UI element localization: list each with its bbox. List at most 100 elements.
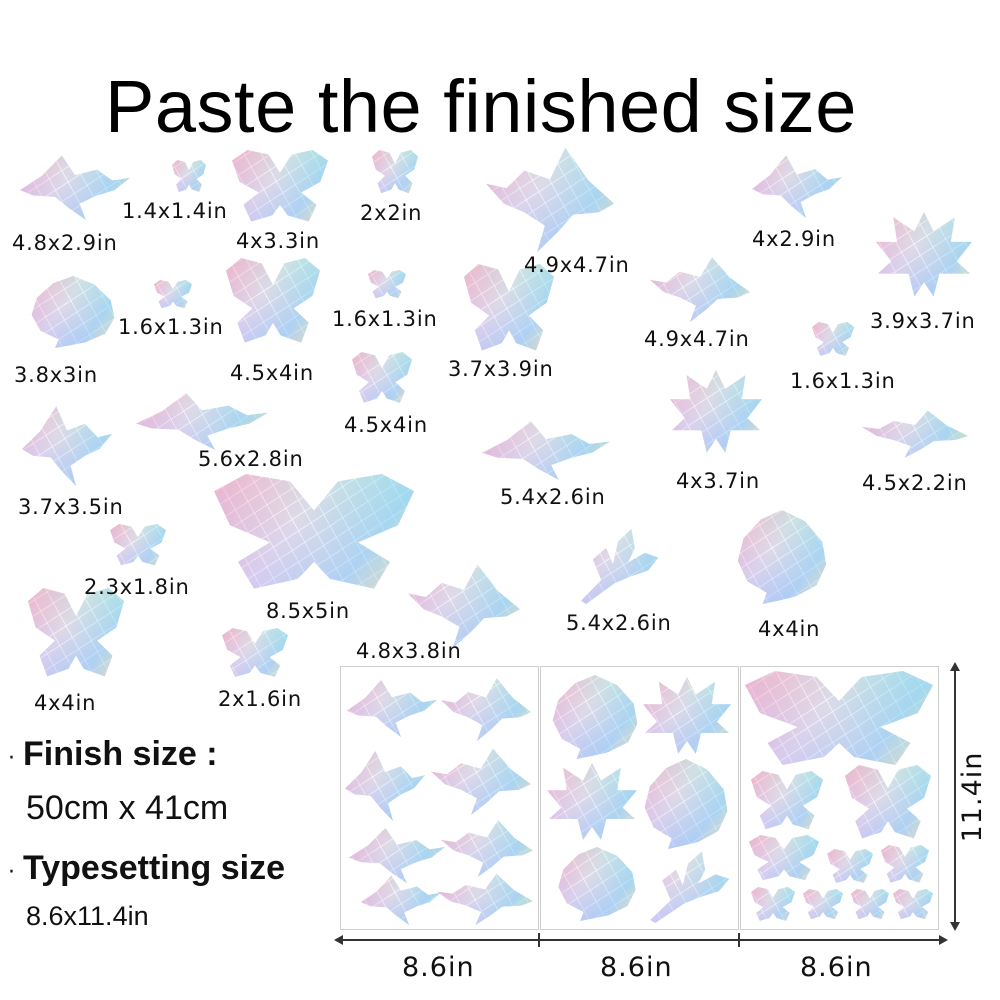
page-title: Paste the finished size: [105, 65, 857, 148]
size-label: 8.5x5in: [266, 599, 350, 623]
size-label: 4.5x4in: [230, 361, 314, 385]
size-label: 3.7x3.9in: [448, 357, 554, 381]
hummingbird-sticker-icon: [441, 820, 533, 877]
size-label: 4x4in: [34, 691, 97, 715]
height-dimension-line: [954, 668, 956, 926]
hummingbird-sticker-icon: [431, 748, 531, 815]
hummingbird-sticker-icon: [347, 680, 437, 737]
hummingbird-sticker-icon: [486, 147, 614, 252]
size-label: 3.7x3.5in: [18, 495, 124, 519]
size-label: 5.4x2.6in: [500, 485, 606, 509]
typesetting-size-value: 8.6x11.4in: [26, 901, 149, 931]
size-label: 4x2.9in: [752, 227, 836, 251]
size-label: 5.4x2.6in: [566, 611, 672, 635]
hummingbird-sticker-icon: [345, 750, 425, 821]
maple-leaf-sticker-icon: [547, 763, 637, 840]
size-label: 4x3.7in: [676, 469, 760, 493]
dimension-divider: [538, 933, 540, 947]
size-label: 4.8x3.8in: [356, 639, 462, 663]
size-label: 2x1.6in: [218, 687, 302, 711]
maple-leaf-sticker-icon: [670, 370, 762, 453]
butterfly-sticker-icon: [154, 280, 192, 309]
size-label: 4.5x4in: [344, 413, 428, 437]
size-label: 3.9x3.7in: [870, 309, 976, 333]
butterfly-sticker-icon: [749, 835, 819, 881]
butterfly-sticker-icon: [226, 258, 320, 343]
butterfly-sticker-icon: [845, 765, 931, 839]
sticker-sheet-butterflies: [740, 666, 939, 930]
branch-leaf-sticker-icon: [650, 851, 730, 923]
bullet-icon: ·: [8, 746, 15, 771]
butterfly-sticker-icon: [881, 845, 929, 883]
butterfly-sticker-icon: [372, 150, 418, 194]
leaf-sticker-icon: [558, 847, 636, 921]
maple-leaf-sticker-icon: [876, 212, 972, 297]
width-dimension-line: [338, 939, 942, 941]
butterfly-sticker-icon: [803, 889, 843, 920]
size-label: 1.6x1.3in: [790, 369, 896, 393]
butterfly-sticker-icon: [172, 160, 206, 192]
size-label: 4x3.3in: [236, 229, 320, 253]
typesetting-size-row: · Typesetting size: [8, 848, 285, 888]
size-label: 4.8x2.9in: [12, 231, 118, 255]
hummingbird-sticker-icon: [650, 257, 750, 322]
finish-size-row: · Finish size :: [8, 734, 218, 774]
butterfly-sticker-icon: [893, 889, 933, 920]
monstera-leaf-sticker-icon: [552, 675, 638, 759]
size-label: 2.3x1.8in: [84, 575, 190, 599]
arrow-up-icon: [950, 662, 960, 671]
leaf-sticker-icon: [644, 759, 728, 849]
finish-size-value: 50cm x 41cm: [26, 789, 229, 827]
hummingbird-sticker-icon: [437, 873, 533, 925]
size-label: 3.8x3in: [14, 363, 98, 387]
butterfly-sticker-icon: [110, 524, 166, 566]
butterfly-sticker-icon: [368, 270, 406, 299]
large-butterfly-sticker-icon: [745, 671, 933, 765]
size-label: 4.5x2.2in: [862, 471, 968, 495]
butterfly-sticker-icon: [232, 150, 328, 222]
size-label: 4.9x4.7in: [644, 327, 750, 351]
butterfly-sticker-icon: [851, 889, 889, 920]
sticker-sheet-leaves: [540, 666, 739, 930]
dimension-divider: [738, 933, 740, 947]
butterfly-sticker-icon: [751, 771, 823, 830]
hummingbird-sticker-icon: [862, 410, 968, 458]
large-butterfly-sticker-icon: [214, 474, 414, 589]
leaf-sticker-icon: [31, 276, 115, 348]
butterfly-sticker-icon: [222, 628, 288, 677]
maple-leaf-sticker-icon: [643, 677, 731, 754]
butterfly-sticker-icon: [812, 322, 854, 356]
hummingbird-sticker-icon: [20, 155, 130, 220]
size-label: 5.6x2.8in: [198, 447, 304, 471]
typesetting-size-title: Typesetting size: [23, 849, 285, 887]
hummingbird-sticker-icon: [349, 827, 445, 883]
butterfly-sticker-icon: [827, 849, 873, 883]
hummingbird-sticker-icon: [136, 393, 268, 450]
finish-size-title: Finish size :: [23, 735, 218, 773]
sheet-width-label: 8.6in: [800, 952, 873, 983]
sheet-height-label: 11.4in: [957, 751, 988, 843]
size-label: 1.6x1.3in: [118, 315, 224, 339]
size-label: 4x4in: [758, 617, 821, 641]
arrow-down-icon: [950, 922, 960, 931]
size-label: 1.6x1.3in: [332, 307, 438, 331]
sticker-sheet-birds: [340, 666, 539, 930]
hummingbird-sticker-icon: [752, 155, 842, 218]
size-label: 2x2in: [360, 201, 423, 225]
hummingbird-sticker-icon: [408, 564, 520, 648]
size-label: 4.9x4.7in: [524, 253, 630, 277]
bullet-icon: ·: [8, 860, 15, 885]
hummingbird-sticker-icon: [441, 678, 531, 741]
butterfly-sticker-icon: [352, 352, 412, 403]
sheet-width-label: 8.6in: [402, 952, 475, 983]
butterfly-sticker-icon: [751, 887, 795, 921]
arrow-left-icon: [334, 935, 343, 945]
hummingbird-sticker-icon: [361, 875, 441, 925]
monstera-leaf-sticker-icon: [737, 510, 827, 604]
hummingbird-sticker-icon: [482, 421, 610, 480]
size-label: 1.4x1.4in: [122, 199, 228, 223]
butterfly-sticker-icon: [28, 588, 124, 677]
sheet-width-label: 8.6in: [600, 952, 673, 983]
branch-leaf-sticker-icon: [581, 528, 659, 604]
hummingbird-sticker-icon: [22, 406, 112, 486]
